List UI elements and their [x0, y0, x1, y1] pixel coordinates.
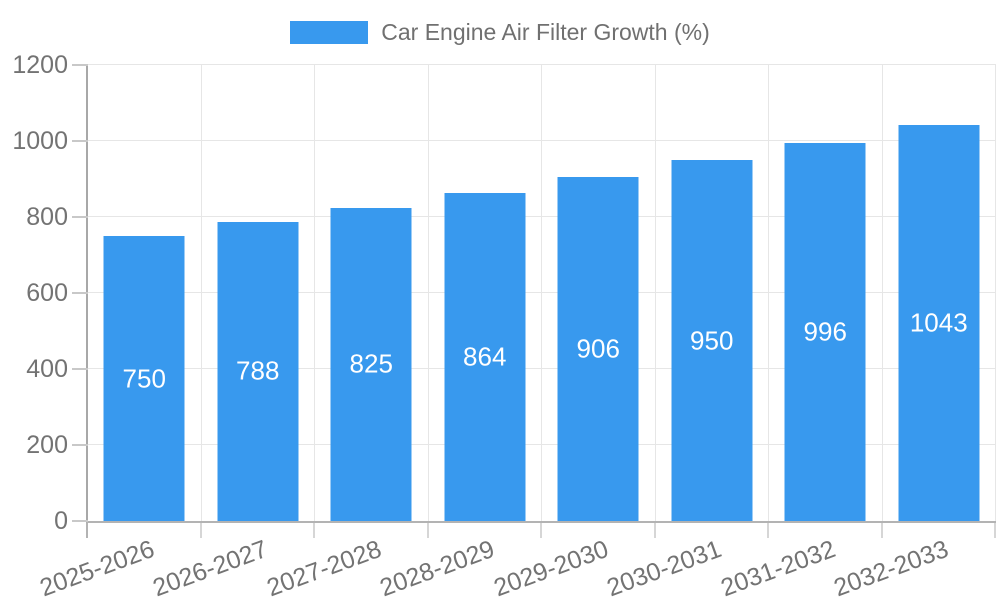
y-axis-tick-label: 400: [26, 354, 68, 383]
bar[interactable]: 750: [103, 236, 185, 521]
y-gridline: [88, 139, 996, 141]
y-gridline: [88, 292, 996, 293]
x-tick-mark: [880, 523, 883, 538]
x-tick-mark: [426, 523, 429, 538]
x-tick-mark: [313, 523, 315, 538]
y-axis-tick-label: 1200: [12, 51, 68, 79]
bar[interactable]: 906: [557, 176, 639, 521]
y-tick-mark: [72, 292, 88, 294]
bar-value-label: 864: [463, 341, 507, 372]
category-column: 996 2031-2032: [717, 65, 883, 600]
bar-value-label: 750: [122, 363, 166, 393]
chart-legend[interactable]: Car Engine Air Filter Growth (%): [0, 19, 1000, 45]
y-gridline: [88, 215, 996, 217]
bar-value-label: 950: [690, 325, 734, 355]
x-tick-mark: [994, 523, 996, 538]
x-axis-tick-label: 2030-2031: [603, 535, 726, 600]
x-tick-mark: [653, 523, 656, 538]
bar[interactable]: 996: [784, 142, 866, 521]
category-column: 1043 2032-2033: [830, 65, 996, 600]
x-axis-tick-label: 2029-2030: [489, 535, 612, 600]
bar[interactable]: 1043: [898, 124, 980, 521]
x-axis-tick-label: 2032-2033: [830, 535, 953, 600]
y-axis-tick-label: 200: [26, 431, 68, 459]
plot-area: 750 2025-2026 788 2026-2027 825 2027-2028 864 2…: [12, 51, 996, 600]
x-tick-mark: [540, 523, 542, 538]
bar[interactable]: 864: [444, 192, 526, 521]
y-gridline: [88, 64, 996, 65]
y-tick-mark: [72, 64, 88, 66]
category-column: 906 2029-2030: [490, 65, 656, 600]
y-tick-mark: [72, 444, 88, 446]
y-gridline: [88, 444, 996, 445]
category-column: 950 2030-2031: [603, 65, 769, 600]
x-axis-tick-label: 2031-2032: [716, 535, 839, 600]
x-axis-tick-label: 2025-2026: [35, 535, 158, 600]
x-axis-tick-label: 2026-2027: [149, 535, 272, 600]
y-tick-mark: [72, 367, 88, 370]
y-tick-mark: [72, 215, 88, 218]
y-axis-tick-label: 1000: [12, 126, 68, 155]
bar-value-label: 825: [349, 348, 393, 379]
legend-swatch: [290, 21, 369, 44]
y-axis-tick-label: 0: [54, 507, 68, 535]
y-tick-mark: [72, 520, 88, 522]
y-tick-mark: [72, 139, 88, 142]
x-tick-mark: [767, 523, 769, 538]
bar[interactable]: 950: [671, 160, 753, 521]
bar-value-label: 996: [803, 316, 847, 347]
columns-layer: 750 2025-2026 788 2026-2027 825 2027-2028 864 2…: [36, 65, 996, 600]
category-column: 825 2027-2028: [263, 65, 429, 600]
y-gridline: [88, 367, 996, 369]
bar-value-label: 1043: [909, 307, 968, 338]
x-tick-mark: [199, 523, 202, 538]
x-axis-tick-label: 2028-2029: [376, 535, 499, 600]
category-column: 750 2025-2026: [36, 65, 202, 600]
x-axis-tick-label: 2027-2028: [262, 535, 385, 600]
x-tick-mark: [86, 523, 88, 538]
bar[interactable]: 788: [217, 221, 299, 521]
legend-label: Car Engine Air Filter Growth (%): [381, 19, 710, 45]
bar[interactable]: 825: [330, 207, 412, 521]
y-axis-tick-label: 600: [26, 279, 68, 307]
bar-value-label: 788: [236, 355, 280, 386]
y-axis-tick-label: 800: [26, 202, 68, 231]
bar-value-label: 906: [576, 333, 620, 364]
category-column: 788 2026-2027: [149, 65, 315, 600]
category-column: 864 2028-2029: [376, 65, 542, 600]
